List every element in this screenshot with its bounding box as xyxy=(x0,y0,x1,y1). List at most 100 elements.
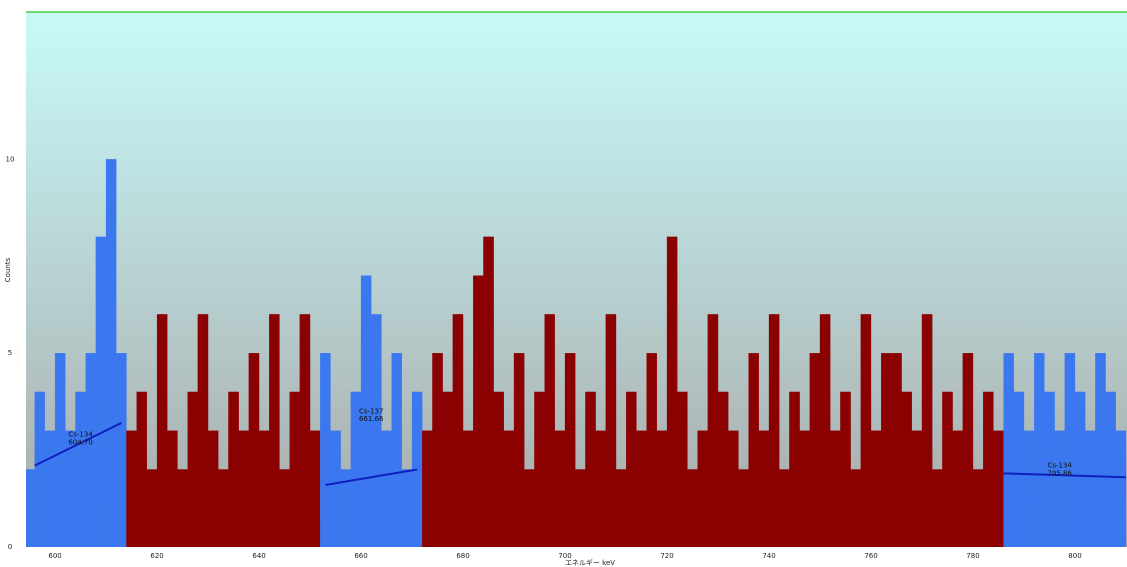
bar xyxy=(493,391,504,547)
bar xyxy=(391,353,402,547)
bar xyxy=(269,314,280,547)
bar xyxy=(1003,353,1014,547)
bar xyxy=(830,430,841,547)
peak-annotation: 604.70 xyxy=(68,438,93,446)
bar xyxy=(932,469,943,547)
bar xyxy=(26,469,35,547)
bar xyxy=(881,353,892,547)
bar xyxy=(717,391,729,547)
bar xyxy=(666,236,678,547)
bar xyxy=(85,353,97,547)
bar xyxy=(768,314,780,547)
bar xyxy=(320,353,331,547)
overlay xyxy=(34,422,1127,486)
bar xyxy=(126,430,137,547)
bar xyxy=(330,430,341,547)
bar xyxy=(677,391,688,547)
bar xyxy=(993,430,1004,547)
bar xyxy=(564,353,576,547)
bar xyxy=(952,430,963,547)
bar xyxy=(707,314,719,547)
bar xyxy=(258,430,270,547)
x-tick-label: 600 xyxy=(48,552,61,560)
bar xyxy=(819,314,831,547)
bar xyxy=(860,314,872,547)
bar xyxy=(309,430,321,547)
bar xyxy=(779,469,790,547)
peak-annotation: Cs-134 xyxy=(1047,462,1072,470)
bar xyxy=(299,314,311,547)
bar xyxy=(228,391,239,547)
peak-annotation: 661.66 xyxy=(359,415,384,423)
bar xyxy=(799,430,810,547)
bar xyxy=(891,353,902,547)
labels: 600 620 640 660 680 700 720 740 760 780 800 0 5 10 Cs-… xyxy=(6,155,1082,560)
bar xyxy=(197,314,209,547)
bar xyxy=(167,430,178,547)
bar xyxy=(626,391,637,547)
bar xyxy=(636,430,647,547)
bar xyxy=(697,430,708,547)
bar xyxy=(789,391,800,547)
bar xyxy=(381,430,392,547)
bar xyxy=(136,391,148,547)
bar xyxy=(809,353,821,547)
bar xyxy=(452,314,464,547)
bar xyxy=(656,430,668,547)
x-tick-label: 660 xyxy=(354,552,367,560)
bar xyxy=(503,430,515,547)
x-tick-label: 800 xyxy=(1068,552,1081,560)
bar xyxy=(401,469,413,547)
bar xyxy=(595,430,606,547)
bar xyxy=(513,353,525,547)
bar xyxy=(146,469,158,547)
x-tick-label: 760 xyxy=(864,552,877,560)
bar xyxy=(983,391,994,547)
bar xyxy=(371,314,382,547)
x-tick-label: 780 xyxy=(966,552,979,560)
x-tick-label: 700 xyxy=(558,552,571,560)
bar xyxy=(422,430,433,547)
bar xyxy=(75,391,86,547)
bar xyxy=(1105,391,1116,547)
bar xyxy=(1054,430,1065,547)
bar xyxy=(1074,391,1086,547)
bar xyxy=(105,159,117,547)
bar xyxy=(95,236,107,547)
bar xyxy=(585,391,596,547)
bar xyxy=(921,314,933,547)
bar xyxy=(54,353,66,547)
bar xyxy=(44,430,56,547)
bar xyxy=(962,353,974,547)
bar xyxy=(1023,430,1035,547)
bar xyxy=(1013,391,1025,547)
bar xyxy=(870,430,882,547)
y-tick-label: 10 xyxy=(6,155,15,163)
bar xyxy=(911,430,923,547)
y-tick-label: 0 xyxy=(8,543,12,551)
bar xyxy=(207,430,219,547)
bar xyxy=(34,391,46,547)
bar xyxy=(728,430,739,547)
bar xyxy=(972,469,984,547)
bar xyxy=(850,469,861,547)
bar xyxy=(738,469,749,547)
bar xyxy=(177,469,188,547)
bar xyxy=(646,353,657,547)
bar xyxy=(748,353,759,547)
bar xyxy=(462,430,474,547)
peak-annotation: 795.86 xyxy=(1047,469,1072,477)
bar xyxy=(1115,430,1127,547)
bar xyxy=(942,391,953,547)
bar xyxy=(575,469,586,547)
x-tick-label: 720 xyxy=(660,552,673,560)
peak-annotation: Cs-134 xyxy=(68,431,93,439)
bar xyxy=(1034,353,1045,547)
bar xyxy=(248,353,260,547)
bar xyxy=(116,353,127,547)
bar xyxy=(534,391,545,547)
bar xyxy=(554,430,566,547)
y-axis-label: Counts xyxy=(4,257,12,282)
bars xyxy=(26,159,1127,547)
peak-annotation: Cs-137 xyxy=(359,407,383,415)
